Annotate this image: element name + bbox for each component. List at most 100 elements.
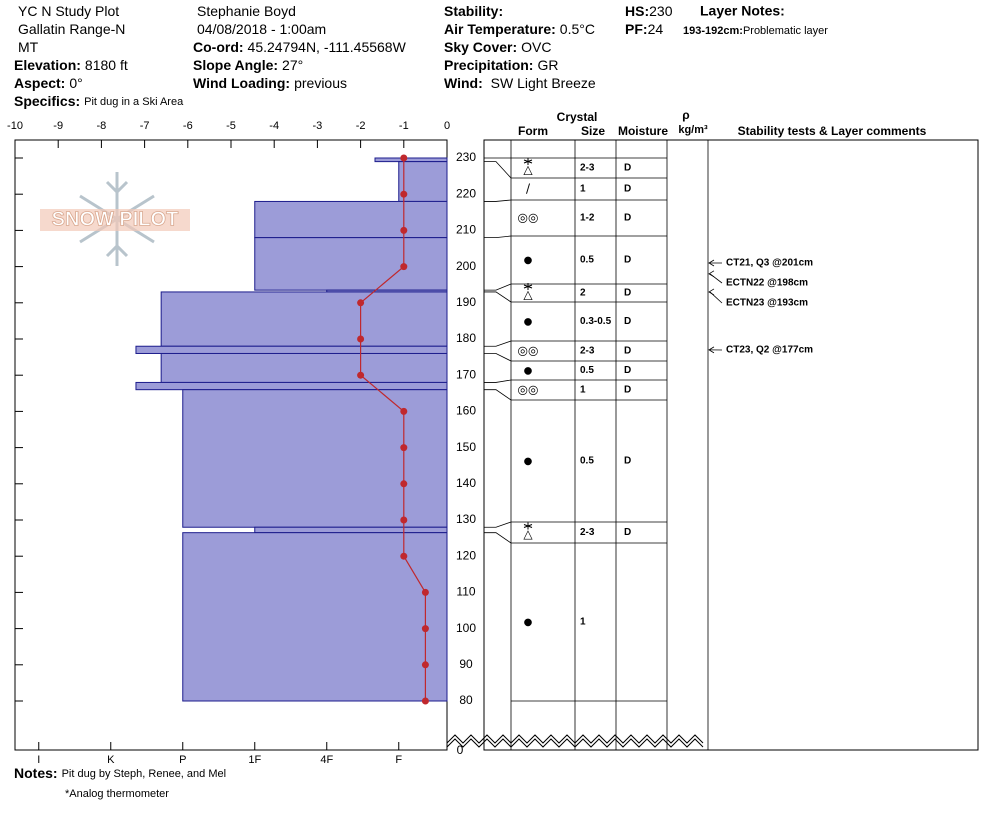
temperature-point [400,480,408,488]
moisture: D [624,456,631,467]
moisture: D [624,365,631,376]
layer-note: 193-192cm:Problematic layer [683,25,828,37]
field-value: Pit dug by Steph, Renee, and Mel [62,768,227,780]
field-value: OVC [521,39,551,55]
moisture: D [624,288,631,299]
depth-tick-label: 180 [456,331,476,345]
crystal-form: ◎◎ [518,211,539,225]
depth-tick-label: 220 [456,186,476,200]
temperature-point [357,371,365,379]
field-label: Stability: [444,3,503,19]
field-label: Wind Loading: [193,75,290,91]
header-field: Wind: SW Light Breeze [444,75,596,91]
header-field: MT [18,39,39,55]
table-frame [483,139,979,751]
moisture: D [624,385,631,396]
temp-tick-label: -9 [53,120,63,132]
field-value: 04/08/2018 - 1:00am [197,21,326,37]
hardness-tick-label: I [37,754,40,766]
hardness-bar [374,157,448,163]
footnote: *Analog thermometer [65,788,169,800]
hardness-bar [254,526,448,534]
temperature-point [357,299,365,307]
field-label: Slope Angle: [193,57,278,73]
logo-band [40,209,190,231]
moisture: D [624,213,631,224]
crystal-form: ● [524,366,533,377]
logo-text: SNOW PILOT [52,208,179,230]
connector [484,235,512,239]
layer-notes-label: Layer Notes: [700,3,785,19]
connector [484,199,512,202]
depth-tick-label: 140 [456,476,476,490]
header-field: PF:24 [625,21,663,37]
stability-test: CT23, Q2 @177cm [726,345,813,356]
form-decoration [523,159,533,164]
hardness-tick-label: 1F [248,754,261,766]
test-arrowhead [708,259,715,267]
form-decoration [523,524,533,528]
field-value: Gallatin Range-N [18,21,125,37]
header-field: Wind Loading: previous [193,75,347,91]
depth-tick-label: 170 [456,367,476,381]
connector [484,340,512,347]
depth-tick-label: 230 [456,150,476,164]
depth-tick-label: 190 [456,295,476,309]
field-label: Co-ord: [193,39,244,55]
crystal-size: 0.5 [580,255,594,266]
depth-tick-label: 210 [456,223,476,237]
hardness-bar [182,389,448,528]
layer-note-depth: 193-192cm: [683,25,743,37]
field-value: 0.5°C [560,21,595,37]
temperature-point [400,263,408,271]
temp-tick-label: -3 [313,120,323,132]
header-field: Specifics: Pit dug in a Ski Area [14,93,184,109]
field-label: Elevation: [14,57,81,73]
temperature-line [360,158,426,701]
temp-tick-label: -8 [97,120,107,132]
connector [484,532,512,544]
temperature-point [357,335,365,343]
test-arrowhead [708,346,715,354]
connector [484,353,512,362]
ground-label: 0 [457,743,464,757]
crystal-form: ● [524,617,533,628]
depth-tick-label: 150 [456,440,476,454]
temperature-point [400,154,408,162]
header-field: Precipitation: GR [444,57,558,73]
depth-tick-label: 80 [459,693,473,707]
hardness-bar [254,200,448,239]
crystal-form: ● [524,317,533,328]
temp-tick-label: -1 [399,120,409,132]
moisture: D [624,527,631,538]
header-field: 04/08/2018 - 1:00am [197,21,326,37]
temperature-point [400,444,408,452]
stability-test: CT21, Q3 @201cm [726,258,813,269]
crystal-size: 0.3-0.5 [580,316,612,327]
crystal-size: 1 [580,385,586,396]
temp-tick-label: -7 [140,120,150,132]
hardness-tick-label: F [395,754,402,766]
temperature-point [400,226,408,234]
field-value: 45.24794N, -111.45568W [248,39,407,55]
temperature-point [400,552,408,560]
field-value: 8180 ft [85,57,128,73]
col-header: kg/m³ [678,124,708,136]
col-header: ρ [682,108,689,122]
moisture: D [624,316,631,327]
field-label: Wind: [444,75,483,91]
header-field: Aspect: 0° [14,75,83,91]
crystal-size: 0.5 [580,365,594,376]
crystal-size: 1 [580,617,586,628]
moisture: D [624,184,631,195]
crystal-form: △ [523,288,533,302]
field-label: Aspect: [14,75,65,91]
depth-tick-label: 130 [456,512,476,526]
temperature-point [400,190,408,198]
temp-tick-label: -4 [269,120,279,132]
field-label: Specifics: [14,93,80,109]
hardness-bar [254,237,448,291]
crystal-form: ● [524,456,533,467]
field-label: Air Temperature: [444,21,556,37]
